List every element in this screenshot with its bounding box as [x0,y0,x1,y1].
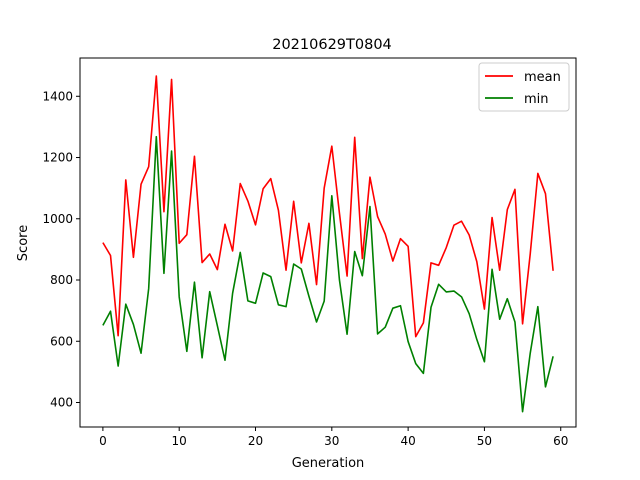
series-line-mean [102,75,554,338]
x-tick-label: 30 [324,434,339,448]
y-tick-label: 600 [50,334,73,348]
series-layer [102,75,554,413]
x-axis-label: Generation [292,456,365,471]
legend-label-min: min [524,92,549,107]
y-tick-label: 1400 [42,89,73,103]
plot-frame [79,57,577,428]
y-axis: 400 600 800 1000 1200 1400 [42,89,80,410]
chart-title: 20210629T0804 [272,37,392,53]
y-tick-label: 800 [50,273,73,287]
x-tick-label: 10 [172,434,187,448]
y-axis-label: Score [16,225,31,261]
legend-label-mean: mean [524,70,561,85]
y-tick-label: 1000 [42,212,73,226]
x-tick-label: 50 [477,434,492,448]
x-tick-label: 40 [400,434,415,448]
x-tick-label: 20 [248,434,263,448]
y-tick-label: 1200 [42,151,73,165]
x-tick-label: 60 [553,434,568,448]
x-axis: 0 10 20 30 40 50 60 [99,427,568,448]
series-line-min [102,135,554,413]
y-tick-label: 400 [50,396,73,410]
legend: mean min [478,62,570,112]
x-tick-label: 0 [99,434,107,448]
legend-box [478,62,570,112]
